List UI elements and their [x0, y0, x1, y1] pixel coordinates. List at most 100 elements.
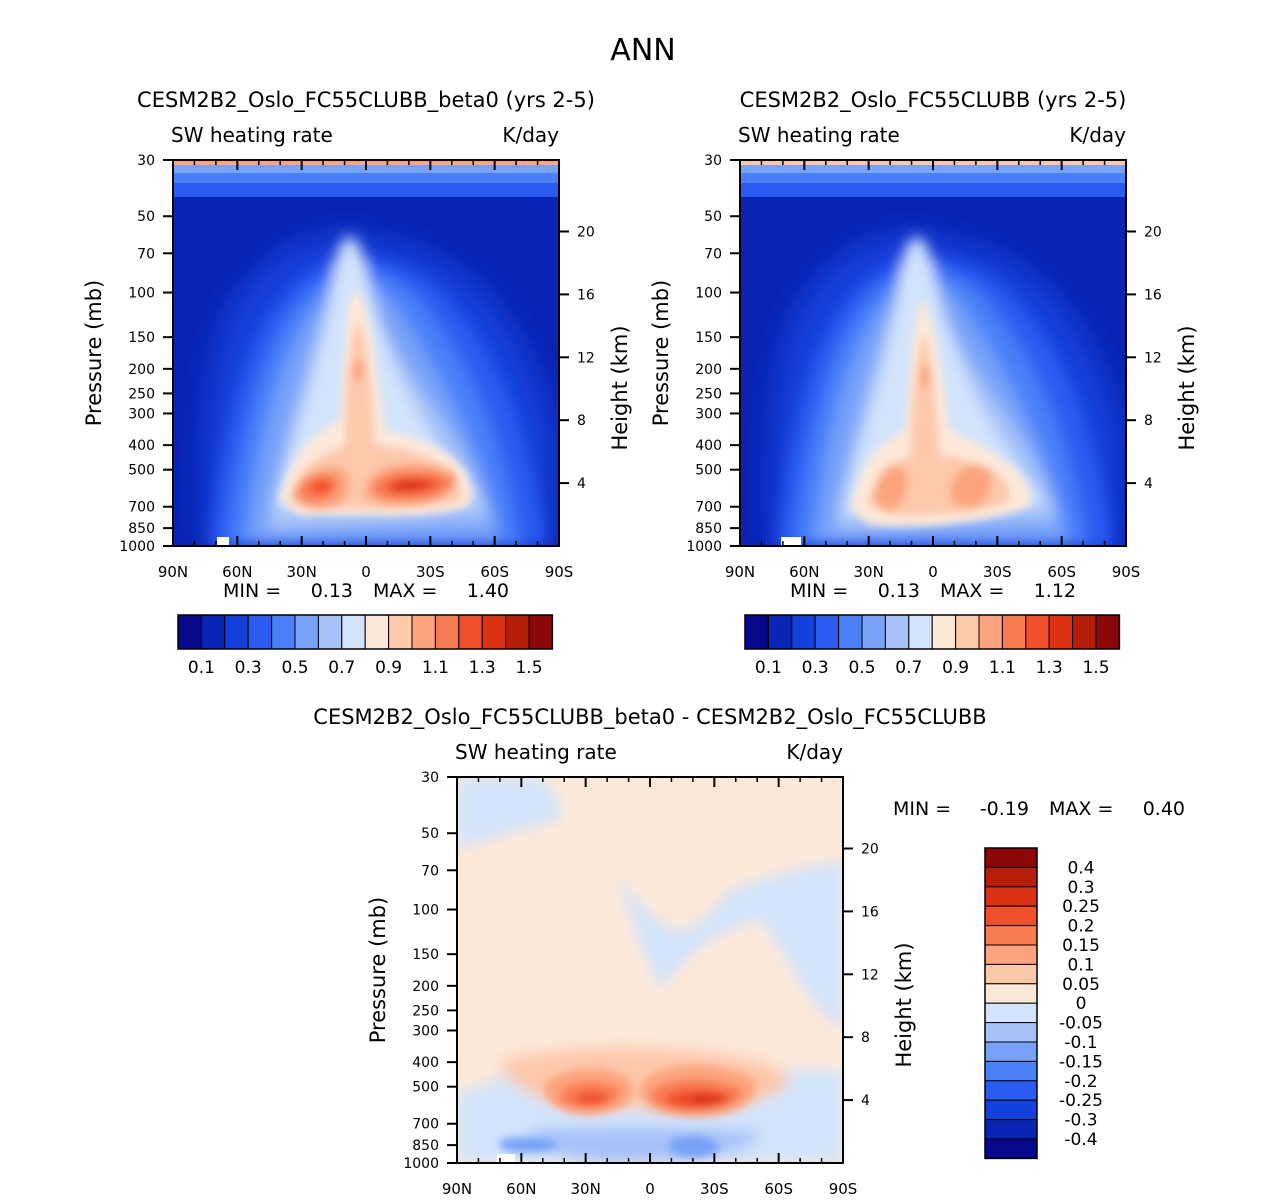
panel-c-plot-area: [457, 777, 843, 1163]
panel-a-colorbar-label: 0.9: [375, 658, 402, 678]
panel-a-colorbar-swatch: [528, 614, 553, 650]
panel-b-y2-tick-label: 16: [1144, 287, 1162, 303]
panel-b-y2-axis-title: Height (km): [1175, 325, 1199, 450]
panel-b-colorbar-swatch: [791, 614, 816, 650]
panel-a-y-tick-label: 30: [137, 153, 155, 169]
panel-b-x-tick-label: 60S: [1047, 563, 1076, 581]
panel-c-y-tick-label: 50: [421, 826, 439, 842]
panel-b-colorbar-swatch: [1025, 614, 1050, 650]
panel-a-colorbar-swatch: [224, 614, 249, 650]
panel-b-colorbar-swatch: [1095, 614, 1120, 650]
panel-c-units: K/day: [786, 740, 843, 764]
panel-b-y-tick-label: 700: [695, 500, 722, 516]
panel-c-colorbar-swatch: [984, 1022, 1038, 1043]
panel-a-colorbar-label: 1.3: [469, 658, 496, 678]
panel-b-max-label: MAX =: [940, 580, 1004, 602]
panel-b-colorbar-swatch: [744, 614, 769, 650]
panel-a-colorbar-swatch: [294, 614, 319, 650]
panel-a-y-tick-label: 250: [128, 386, 155, 402]
panel-b-max-value: 1.12: [1034, 580, 1076, 602]
panel-c-x-tick-label: 30S: [700, 1180, 729, 1198]
panel-b-x-tick-label: 30N: [854, 563, 884, 581]
panel-c-y-tick-label: 30: [421, 770, 439, 786]
panel-c-colorbar-swatch: [984, 886, 1038, 907]
panel-b-colorbar-swatch: [1072, 614, 1097, 650]
panel-b-y-tick-label: 500: [695, 463, 722, 479]
panel-a-colorbar-swatch: [341, 614, 366, 650]
panel-a-max-value: 1.40: [467, 580, 509, 602]
panel-a-y2-tick-label: 20: [577, 224, 595, 240]
panel-c-colorbar-swatch: [984, 1138, 1038, 1159]
panel-c-y-tick-label: 100: [412, 903, 439, 919]
panel-c-colorbar-label: 0: [1076, 994, 1087, 1014]
panel-c-colorbar-label: -0.3: [1064, 1111, 1097, 1131]
panel-a-colorbar-swatch: [177, 614, 202, 650]
panel-a-plot-area: [173, 160, 559, 546]
panel-a-colorbar-swatch: [317, 614, 343, 650]
panel-c-colorbar-label: 0.3: [1067, 878, 1094, 898]
panel-a-units: K/day: [502, 123, 559, 147]
panel-a-colorbar-swatch: [434, 614, 460, 650]
generated-axes: 90N 60N 30N 0 30S 60S 90S305070100150200250300…: [82, 153, 1199, 1198]
panel-a-y2-tick-label: 4: [577, 476, 586, 492]
panel-a-y2-tick-label: 16: [577, 287, 595, 303]
panel-a-y-tick-label: 50: [137, 209, 155, 225]
panel-c-min-label: MIN =: [893, 798, 951, 820]
panel-c-colorbar-swatch: [984, 1080, 1038, 1101]
panel-c-y-axis-title: Pressure (mb): [366, 897, 390, 1044]
panel-c-colorbar-label: 0.05: [1062, 975, 1100, 995]
panel-c-colorbar-label: -0.1: [1064, 1033, 1097, 1053]
panel-b-plot-area: [740, 160, 1126, 546]
panel-a-colorbar-swatch: [458, 614, 483, 650]
panel-c-variable: SW heating rate: [455, 740, 617, 764]
panel-c-min-value: -0.19: [980, 798, 1029, 820]
panel-a-y-tick-label: 200: [128, 362, 155, 378]
panel-b-colorbar-swatch: [767, 614, 793, 650]
panel-b-y-tick-label: 250: [695, 386, 722, 402]
panel-c-y-tick-label: 1000: [403, 1156, 439, 1172]
panel-b-colorbar-swatch: [955, 614, 980, 650]
panel-a-x-tick-label: 0: [361, 563, 371, 581]
panel-c-y2-axis-title: Height (km): [892, 942, 916, 1067]
panel-c-colorbar-swatch: [984, 944, 1038, 965]
panel-c-colorbar-swatch: [984, 1099, 1038, 1121]
panel-b-colorbar-swatch: [908, 614, 933, 650]
panel-c-y-tick-label: 150: [412, 947, 439, 963]
figure-title: ANN: [610, 33, 675, 68]
panel-a-colorbar-label: 1.1: [422, 658, 449, 678]
panel-c: CESM2B2_Oslo_FC55CLUBB_beta0 - CESM2B2_O…: [313, 705, 987, 1164]
panel-b-y2-tick-label: 8: [1144, 413, 1153, 429]
panel-a-x-tick-label: 30S: [416, 563, 445, 581]
panel-b-x-tick-label: 30S: [983, 563, 1012, 581]
panel-b-colorbar-swatch: [838, 614, 863, 650]
panel-a-colorbar-label: 0.7: [328, 658, 355, 678]
panel-a-x-tick-label: 90S: [545, 563, 574, 581]
panel-b-units: K/day: [1069, 123, 1126, 147]
panel-c-colorbar-label: -0.25: [1059, 1091, 1103, 1111]
panel-b-y-axis-title: Pressure (mb): [649, 280, 673, 427]
panel-c-y2-tick-label: 16: [861, 904, 879, 920]
panel-a-y-tick-label: 300: [128, 406, 155, 422]
panel-a-colorbar-swatch: [388, 614, 413, 650]
panel-b-min-label: MIN =: [790, 580, 848, 602]
panel-b-x-tick-label: 0: [928, 563, 938, 581]
panel-a-colorbar-label: 0.1: [188, 658, 215, 678]
panel-c-colorbar-swatch: [984, 847, 1038, 868]
panel-b-y-tick-label: 100: [695, 286, 722, 302]
panel-c-y-tick-label: 500: [412, 1080, 439, 1096]
panel-b-y-tick-label: 30: [704, 153, 722, 169]
panel-b: CESM2B2_Oslo_FC55CLUBB (yrs 2-5) SW heat…: [738, 88, 1127, 547]
panel-c-colorbar-swatch: [984, 1060, 1038, 1082]
panel-b-y-tick-label: 1000: [686, 539, 722, 555]
panel-b-colorbar-label: 0.9: [942, 658, 969, 678]
panel-b-colorbar-label: 1.5: [1082, 658, 1109, 678]
panel-b-colorbar-label: 0.7: [895, 658, 922, 678]
panel-b-colorbar-swatch: [978, 614, 1003, 650]
panel-c-colorbar-label: 0.1: [1067, 955, 1094, 975]
panel-c-colorbar-label: -0.15: [1059, 1052, 1103, 1072]
panel-a-y-tick-label: 100: [128, 286, 155, 302]
panel-c-colorbar-label: 0.2: [1067, 917, 1094, 937]
panel-b-min-value: 0.13: [878, 580, 920, 602]
panel-c-colorbar-label: -0.05: [1059, 1014, 1103, 1034]
panel-b-colorbar-swatch: [1048, 614, 1074, 650]
